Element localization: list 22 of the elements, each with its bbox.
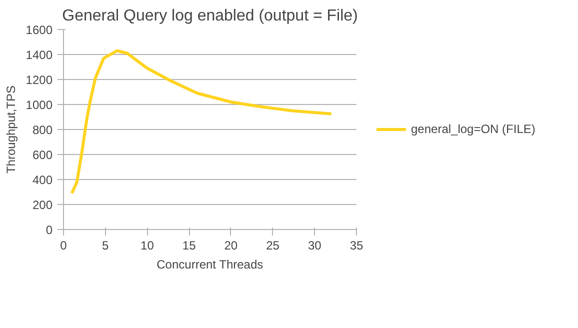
y-tick-label: 200 (32, 198, 53, 212)
y-tick-label: 600 (32, 148, 53, 162)
y-tick-label: 0 (46, 223, 53, 237)
x-tick-label: 15 (182, 238, 196, 252)
y-tick-label: 1600 (26, 23, 53, 37)
y-tick-label: 1000 (26, 98, 53, 112)
x-tick-label: 5 (102, 238, 110, 252)
line-series (70, 49, 333, 195)
chart-title: General Query log enabled (output = File) (62, 8, 358, 24)
x-tick-label: 0 (60, 238, 68, 252)
x-tick-label: 10 (140, 238, 154, 252)
x-axis-title: Concurrent Threads (156, 258, 264, 272)
y-tick-label: 1200 (26, 73, 53, 87)
y-tick-label: 400 (32, 173, 53, 187)
y-tick-label: 1400 (26, 48, 53, 62)
x-tick-label: 30 (308, 238, 322, 252)
legend-label: general_log=ON (FILE) (411, 122, 536, 136)
y-axis-title: Throughput,TPS (4, 85, 18, 174)
x-tick-label: 25 (266, 238, 280, 252)
x-tick-label: 35 (350, 238, 364, 252)
y-tick-label: 800 (32, 123, 53, 137)
x-tick-label: 20 (224, 238, 238, 252)
